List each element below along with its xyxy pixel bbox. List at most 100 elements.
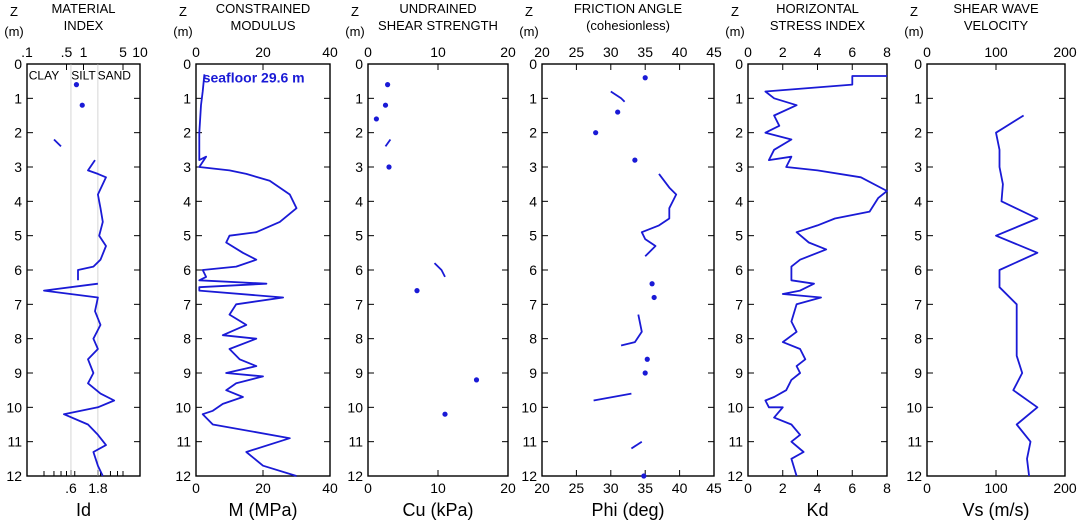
x-top-tick-label: 25 xyxy=(569,44,585,60)
profile-line xyxy=(53,138,62,148)
y-tick-label: 10 xyxy=(347,399,363,415)
y-tick-label: 0 xyxy=(183,56,191,72)
y-tick-label: 11 xyxy=(348,434,363,450)
profile-point xyxy=(473,377,480,383)
profile-line xyxy=(630,440,643,450)
profile-line xyxy=(640,173,678,257)
y-tick-label: 4 xyxy=(914,193,922,209)
y-tick-label: 6 xyxy=(14,262,22,278)
x-bottom-tick-label: 200 xyxy=(1053,480,1077,496)
profile-point xyxy=(649,281,655,287)
y-tick-label: 8 xyxy=(183,331,191,347)
x-bottom-tick-label: 0 xyxy=(364,480,372,496)
y-tick-label: 5 xyxy=(735,228,743,244)
profile-point xyxy=(73,82,80,88)
x-top-tick-label: 20 xyxy=(500,44,516,60)
profile-line xyxy=(43,282,116,477)
y-tick-label: 2 xyxy=(355,125,363,141)
y-tick-label: 4 xyxy=(183,193,191,209)
x-axis-label: Kd xyxy=(806,500,828,520)
x-bottom-tick-label: 10 xyxy=(430,480,446,496)
x-bottom-tick-label: 6 xyxy=(848,480,856,496)
profile-line xyxy=(77,159,107,281)
profile-point xyxy=(373,116,379,122)
panel-title-line2: STRESS INDEX xyxy=(770,18,866,33)
y-tick-label: 12 xyxy=(347,468,363,484)
y-tick-label: 1 xyxy=(529,90,537,106)
x-axis-label: M (MPa) xyxy=(229,500,298,520)
y-tick-label: 4 xyxy=(14,193,22,209)
y-tick-label: 9 xyxy=(183,365,191,381)
z-axis-label: Z xyxy=(731,4,739,19)
y-tick-label: 5 xyxy=(355,228,363,244)
x-top-tick-label: 8 xyxy=(883,44,891,60)
plot-frame xyxy=(926,63,1066,477)
z-axis-label: Z xyxy=(10,4,18,19)
x-top-tick-label: 6 xyxy=(848,44,856,60)
profile-line xyxy=(433,262,446,278)
profile-point xyxy=(642,75,648,81)
y-tick-label: 7 xyxy=(355,296,363,312)
x-bottom-tick-label: 30 xyxy=(603,480,619,496)
x-top-tick-label: 45 xyxy=(706,44,722,60)
x-axis-label: Cu (kPa) xyxy=(402,500,473,520)
panel-title-line2: (cohesionless) xyxy=(586,18,670,33)
y-tick-label: 11 xyxy=(7,434,22,450)
x-top-tick-label: 5 xyxy=(119,44,127,60)
x-bottom-tick-label: 4 xyxy=(814,480,822,496)
y-tick-label: 0 xyxy=(529,56,537,72)
z-axis-unit: (m) xyxy=(345,24,365,39)
z-axis-unit: (m) xyxy=(519,24,539,39)
x-top-tick-label: 4 xyxy=(814,44,822,60)
y-tick-label: 10 xyxy=(727,399,743,415)
profile-point xyxy=(442,411,448,417)
y-tick-label: 8 xyxy=(914,331,922,347)
x-top-tick-label: 200 xyxy=(1053,44,1077,60)
x-bottom-tick-label: 2 xyxy=(779,480,787,496)
y-tick-label: 8 xyxy=(735,331,743,347)
z-axis-label: Z xyxy=(179,4,187,19)
panel-title-line1: MATERIAL xyxy=(51,1,115,16)
x-top-tick-label: 20 xyxy=(255,44,271,60)
y-tick-label: 3 xyxy=(355,159,363,175)
x-bottom-tick-label: 100 xyxy=(984,480,1008,496)
x-bottom-tick-label: 20 xyxy=(534,480,550,496)
y-tick-label: 8 xyxy=(14,331,22,347)
panel-title-line2: SHEAR STRENGTH xyxy=(378,18,498,33)
y-tick-label: 6 xyxy=(183,262,191,278)
profile-point xyxy=(593,130,599,136)
y-tick-label: 0 xyxy=(914,56,922,72)
y-tick-label: 3 xyxy=(529,159,537,175)
y-tick-label: 3 xyxy=(183,159,191,175)
y-tick-label: 12 xyxy=(727,468,743,484)
y-tick-label: 12 xyxy=(521,468,537,484)
y-tick-label: 8 xyxy=(529,331,537,347)
y-tick-label: 5 xyxy=(529,228,537,244)
y-tick-label: 10 xyxy=(521,399,537,415)
x-bottom-tick-label: 25 xyxy=(569,480,585,496)
y-tick-label: 3 xyxy=(735,159,743,175)
profile-line xyxy=(620,314,643,347)
y-tick-label: 4 xyxy=(355,193,363,209)
panel-title-line1: CONSTRAINED xyxy=(216,1,311,16)
y-tick-label: 7 xyxy=(529,296,537,312)
y-tick-label: 8 xyxy=(355,331,363,347)
profile-point xyxy=(641,473,647,479)
profile-point xyxy=(644,356,650,362)
x-top-tick-label: 10 xyxy=(430,44,446,60)
x-top-tick-label: 0 xyxy=(364,44,372,60)
y-tick-label: 6 xyxy=(914,262,922,278)
y-tick-label: 5 xyxy=(14,228,22,244)
profile-line xyxy=(593,392,632,402)
y-tick-label: 12 xyxy=(6,468,22,484)
y-tick-label: 7 xyxy=(14,296,22,312)
y-tick-label: 9 xyxy=(355,365,363,381)
x-top-tick-label: 0 xyxy=(744,44,752,60)
x-bottom-tick-label: .6 xyxy=(65,480,77,496)
y-tick-label: 2 xyxy=(914,125,922,141)
profile-line xyxy=(198,74,298,477)
y-tick-label: 6 xyxy=(735,262,743,278)
y-tick-label: 10 xyxy=(175,399,191,415)
